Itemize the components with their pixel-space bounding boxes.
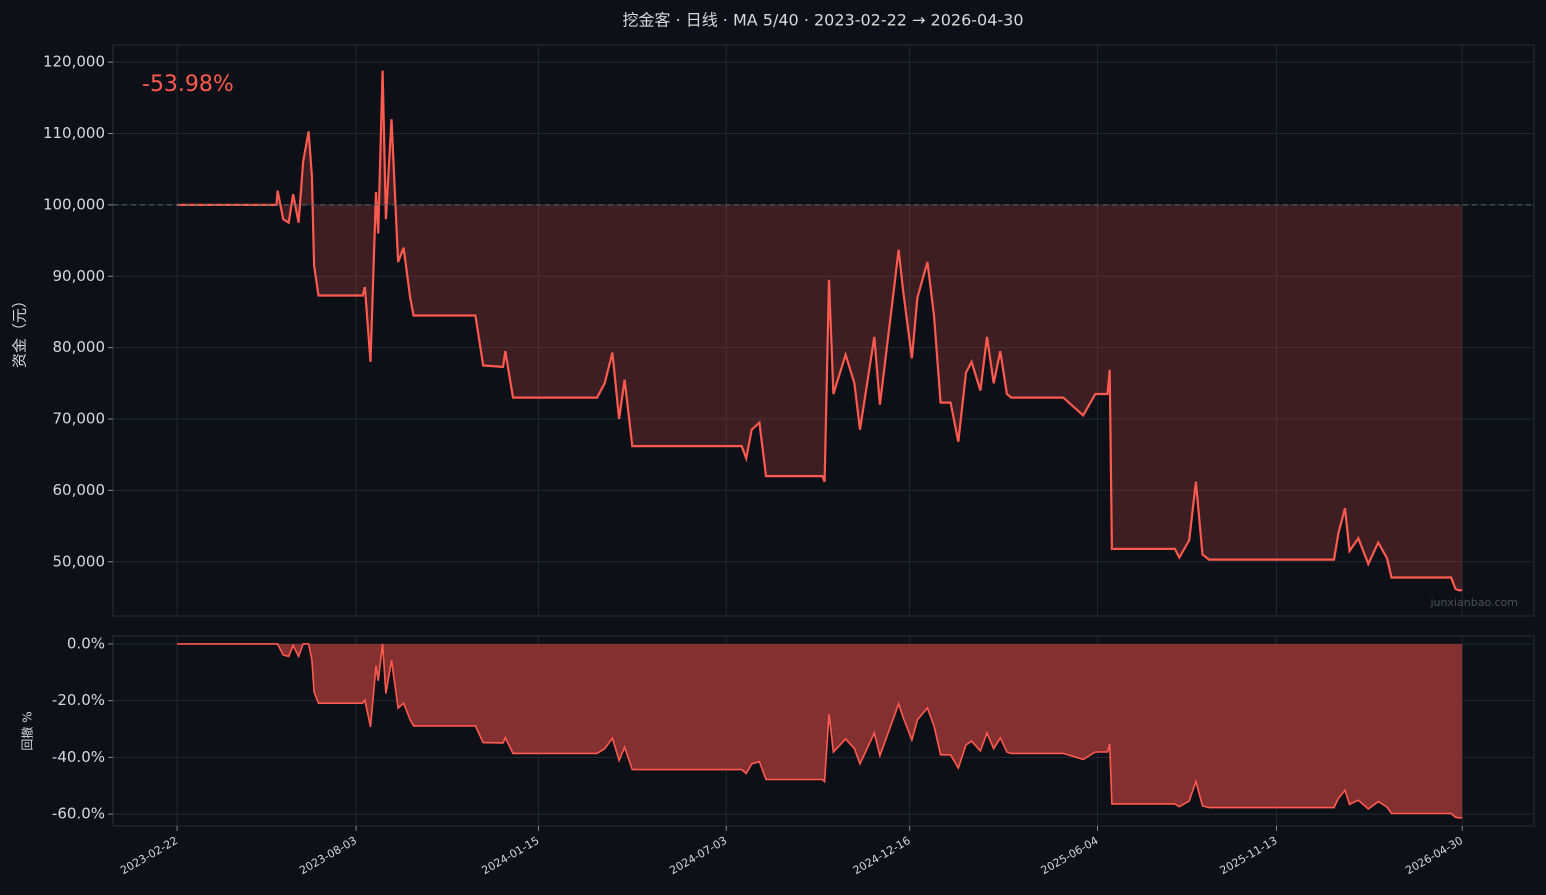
area-fill [177, 70, 1463, 591]
y-tick-label: 60,000 [53, 481, 106, 499]
watermark: junxianbao.com [1429, 596, 1518, 609]
y-tick-label: -40.0% [52, 748, 105, 766]
series-line [177, 643, 1463, 819]
y-tick-label: 0.0% [67, 634, 105, 652]
area-fill [177, 643, 1463, 818]
plot-area [112, 44, 1535, 617]
y-axis-label: 回撤 % [20, 711, 35, 750]
y-axis-label: 资金（元） [11, 293, 29, 368]
y-tick-label: 70,000 [53, 410, 106, 428]
chart-title: 挖金客 · 日线 · MA 5/40 · 2023-02-22 → 2026-0… [622, 11, 1023, 30]
annotation: -53.98% [142, 72, 234, 97]
y-tick-label: 100,000 [43, 195, 105, 213]
y-tick-label: -20.0% [52, 691, 105, 709]
series-line [177, 70, 1463, 592]
y-tick-label: 90,000 [53, 267, 106, 285]
y-tick-label: 50,000 [53, 552, 106, 570]
y-tick-label: 110,000 [43, 124, 105, 142]
y-tick-label: -60.0% [52, 805, 105, 823]
y-tick-label: 80,000 [53, 338, 106, 356]
y-tick-label: 120,000 [43, 53, 105, 71]
